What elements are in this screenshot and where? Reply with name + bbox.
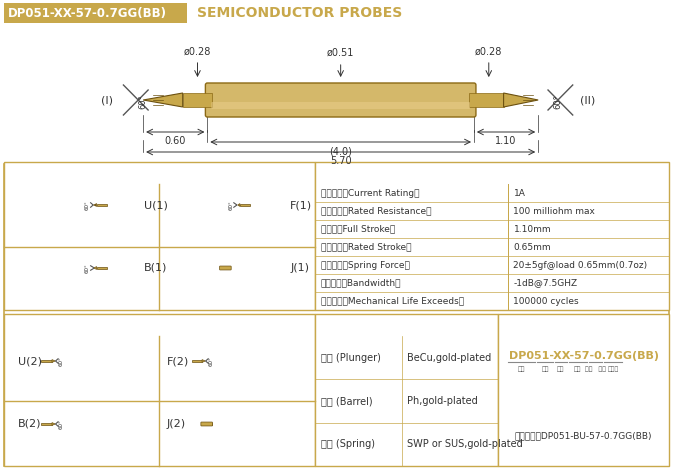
Bar [315, 162, 670, 310]
Bar [192, 360, 202, 362]
Text: 材质 (Materials)：: 材质 (Materials)： [321, 320, 413, 330]
Text: (I): (I) [101, 95, 113, 105]
Text: SWP or SUS,gold-plated: SWP or SUS,gold-plated [407, 439, 522, 449]
Text: (4.0): (4.0) [329, 146, 352, 156]
Text: 额定弹力（Spring Force）: 额定弹力（Spring Force） [321, 260, 410, 269]
Text: 针管 (Barrel): 针管 (Barrel) [321, 396, 372, 406]
Text: -1dB@7.5GHZ: -1dB@7.5GHZ [514, 279, 578, 288]
Text: 弹力   镀金: 弹力 镀金 [585, 366, 606, 372]
Text: ø0.51: ø0.51 [327, 48, 355, 58]
Polygon shape [93, 266, 97, 269]
Text: 1.10mm: 1.10mm [514, 225, 551, 234]
Bar [240, 204, 250, 206]
Text: 60°: 60° [59, 419, 63, 429]
Text: BeCu,gold-plated: BeCu,gold-plated [407, 352, 491, 363]
FancyBboxPatch shape [4, 3, 187, 23]
Polygon shape [52, 423, 55, 425]
Text: F(2): F(2) [167, 356, 189, 366]
Polygon shape [52, 360, 55, 362]
Text: ø0.28: ø0.28 [183, 47, 211, 57]
Text: 60°: 60° [553, 94, 562, 110]
Polygon shape [202, 360, 205, 362]
Text: Plunger(I): Plunger(I) [124, 166, 195, 180]
Polygon shape [503, 93, 538, 107]
Text: U(1): U(1) [144, 200, 168, 210]
Text: 60°: 60° [228, 200, 233, 210]
Text: 60°: 60° [209, 356, 213, 366]
Text: J(1): J(1) [291, 263, 310, 273]
Polygon shape [93, 204, 97, 206]
Text: 20±5gf@load 0.65mm(0.7oz): 20±5gf@load 0.65mm(0.7oz) [514, 260, 648, 269]
Text: 额定行程（Rated Stroke）: 额定行程（Rated Stroke） [321, 243, 411, 251]
Bar [4, 314, 315, 466]
Bar [315, 314, 498, 466]
Text: ø0.28: ø0.28 [475, 47, 503, 57]
Bar [315, 314, 498, 336]
FancyBboxPatch shape [211, 102, 470, 109]
Bar [183, 93, 212, 107]
Text: 60°: 60° [85, 263, 90, 273]
Bar [201, 423, 212, 425]
Text: 频率带宽（Bandwidth）: 频率带宽（Bandwidth） [321, 279, 402, 288]
Text: 技术要求（Technical Specifications）：: 技术要求（Technical Specifications）： [323, 168, 518, 178]
Bar [97, 204, 107, 206]
Text: 60°: 60° [59, 356, 63, 366]
Text: Plunger(II): Plunger(II) [122, 319, 197, 331]
Bar [42, 360, 52, 362]
Text: 针头材: 针头材 [608, 366, 619, 372]
Bar [4, 314, 315, 336]
Text: 成品型号（Product Type）：: 成品型号（Product Type）： [503, 320, 632, 330]
Polygon shape [237, 204, 240, 206]
Text: 测试寿命（Mechanical Life Exceeds）: 测试寿命（Mechanical Life Exceeds） [321, 297, 464, 306]
Text: 100000 cycles: 100000 cycles [514, 297, 579, 306]
Text: Ph,gold-plated: Ph,gold-plated [407, 396, 477, 406]
Text: 额定电阻（Rated Resistance）: 额定电阻（Rated Resistance） [321, 206, 432, 216]
Bar [4, 164, 670, 466]
Text: 60°: 60° [138, 94, 147, 110]
Text: 弹簧 (Spring): 弹簧 (Spring) [321, 439, 375, 449]
FancyBboxPatch shape [220, 266, 231, 270]
Text: 系列: 系列 [518, 366, 525, 372]
Text: 订购举例：DP051-BU-57-0.7GG(BB): 订购举例：DP051-BU-57-0.7GG(BB) [515, 431, 652, 440]
Bar [469, 93, 503, 107]
Bar [315, 162, 670, 184]
Text: 头型: 头型 [557, 366, 565, 372]
Text: B(2): B(2) [18, 419, 42, 429]
Text: 规格: 规格 [542, 366, 549, 372]
Bar [498, 314, 670, 466]
Text: 5.70: 5.70 [330, 156, 351, 166]
Text: DP051-XX-57-0.7GG(BB): DP051-XX-57-0.7GG(BB) [8, 7, 167, 19]
Bar [4, 162, 315, 310]
Text: 1.10: 1.10 [495, 136, 516, 146]
Text: 0.60: 0.60 [164, 136, 186, 146]
Bar [4, 162, 315, 184]
Bar [42, 423, 52, 425]
Polygon shape [143, 93, 183, 107]
Text: (II): (II) [580, 95, 595, 105]
Text: F(1): F(1) [291, 200, 312, 210]
Text: SEMICONDUCTOR PROBES: SEMICONDUCTOR PROBES [198, 6, 403, 20]
Text: 满行程（Full Stroke）: 满行程（Full Stroke） [321, 225, 395, 234]
Text: U(2): U(2) [18, 356, 42, 366]
Text: 100 milliohm max: 100 milliohm max [514, 206, 595, 216]
Text: 跟距: 跟距 [574, 366, 581, 372]
Text: J(2): J(2) [167, 419, 186, 429]
Text: 1A: 1A [514, 188, 525, 197]
Text: 60°: 60° [85, 200, 90, 210]
Text: 0.65mm: 0.65mm [514, 243, 551, 251]
FancyBboxPatch shape [201, 422, 213, 426]
FancyBboxPatch shape [205, 83, 476, 117]
Text: DP051-XX-57-0.7GG(BB): DP051-XX-57-0.7GG(BB) [509, 351, 659, 361]
Text: 针头 (Plunger): 针头 (Plunger) [321, 352, 381, 363]
Text: B(1): B(1) [144, 263, 168, 273]
Bar [97, 266, 107, 269]
Text: 额定电流（Current Rating）: 额定电流（Current Rating） [321, 188, 419, 197]
Bar [498, 314, 670, 336]
